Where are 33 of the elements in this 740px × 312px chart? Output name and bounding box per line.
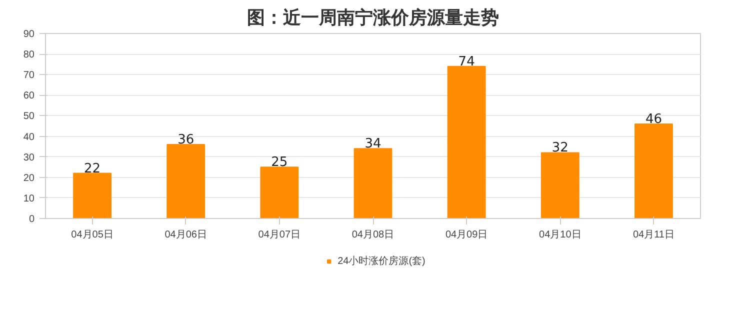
- bar: [354, 148, 392, 218]
- chart-title: 图：近一周南宁涨价房源量走势: [247, 8, 499, 28]
- data-label: 22: [84, 161, 101, 176]
- x-tick-label: 04月10日: [539, 230, 582, 240]
- bar: [260, 166, 299, 218]
- bar: [73, 172, 112, 218]
- bar: [540, 152, 580, 218]
- y-tick-label: 80: [23, 50, 35, 61]
- y-tick-label: 0: [28, 214, 35, 225]
- bar: [447, 66, 486, 218]
- bar: [166, 144, 206, 218]
- x-tick-label: 04月07日: [258, 230, 301, 240]
- bar: [634, 123, 673, 218]
- y-tick-label: 10: [23, 193, 35, 204]
- x-tick-label: 04月05日: [71, 230, 114, 240]
- data-label: 25: [271, 155, 288, 170]
- x-tick-label: 04月09日: [445, 230, 488, 240]
- y-tick-label: 60: [23, 90, 35, 102]
- y-tick-label: 90: [23, 29, 35, 40]
- x-tick-label: 04月06日: [164, 230, 207, 240]
- data-label: 36: [178, 132, 194, 148]
- data-label: 74: [458, 54, 475, 70]
- x-tick-label: 04月08日: [352, 230, 394, 240]
- legend-label: 24小时涨价房源(套): [338, 254, 426, 268]
- data-label: 46: [645, 112, 662, 127]
- y-tick-label: 70: [23, 70, 35, 82]
- y-tick-label: 20: [23, 172, 35, 184]
- data-label: 32: [552, 140, 568, 156]
- y-tick-label: 50: [23, 111, 35, 122]
- y-tick-label: 40: [23, 132, 35, 143]
- x-tick-label: 04月11日: [632, 230, 674, 240]
- data-label: 34: [364, 136, 382, 152]
- y-tick-label: 30: [23, 152, 35, 164]
